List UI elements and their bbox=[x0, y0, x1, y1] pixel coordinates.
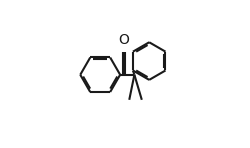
Text: O: O bbox=[118, 33, 129, 47]
